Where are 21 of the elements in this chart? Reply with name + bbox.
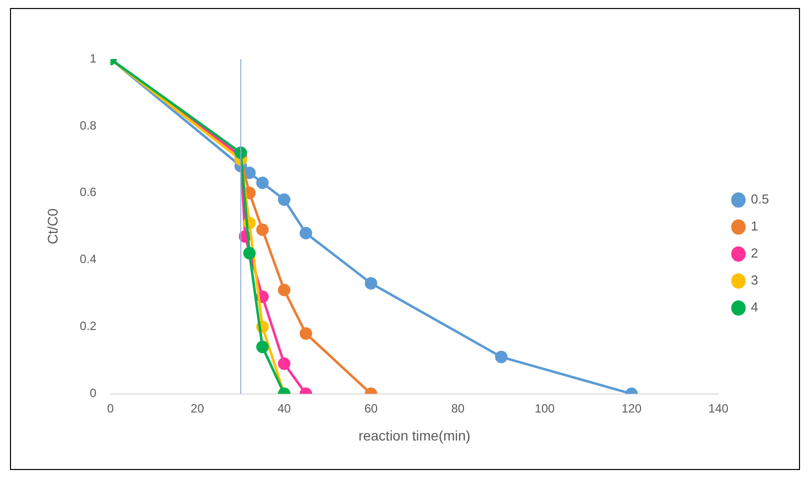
x-tick-label: 100 xyxy=(534,401,556,416)
legend-label: 3 xyxy=(750,272,758,288)
y-tick-label: 0.4 xyxy=(80,252,97,266)
x-tick-label: 20 xyxy=(190,401,204,416)
x-axis-title: reaction time(min) xyxy=(358,427,470,444)
y-tick-label: 1 xyxy=(90,51,97,66)
legend-label: 4 xyxy=(750,300,758,315)
legend-label: 0.5 xyxy=(750,192,770,207)
y-tick-label: 0 xyxy=(90,386,97,400)
y-tick-label: 0.8 xyxy=(80,118,97,132)
x-tick-label: 40 xyxy=(278,401,292,416)
y-axis-title: Ct/C0 xyxy=(44,208,60,244)
x-tick-label: 80 xyxy=(451,401,465,416)
y-tick-label: 0.2 xyxy=(80,319,97,334)
x-tick-label: 140 xyxy=(708,401,729,416)
legend-label: 2 xyxy=(750,246,758,261)
legend-label: 1 xyxy=(750,218,758,234)
y-tick-label: 0.6 xyxy=(80,185,97,200)
x-tick-label: 0 xyxy=(107,401,114,416)
x-tick-label: 60 xyxy=(364,401,378,416)
x-tick-label: 120 xyxy=(622,401,642,416)
